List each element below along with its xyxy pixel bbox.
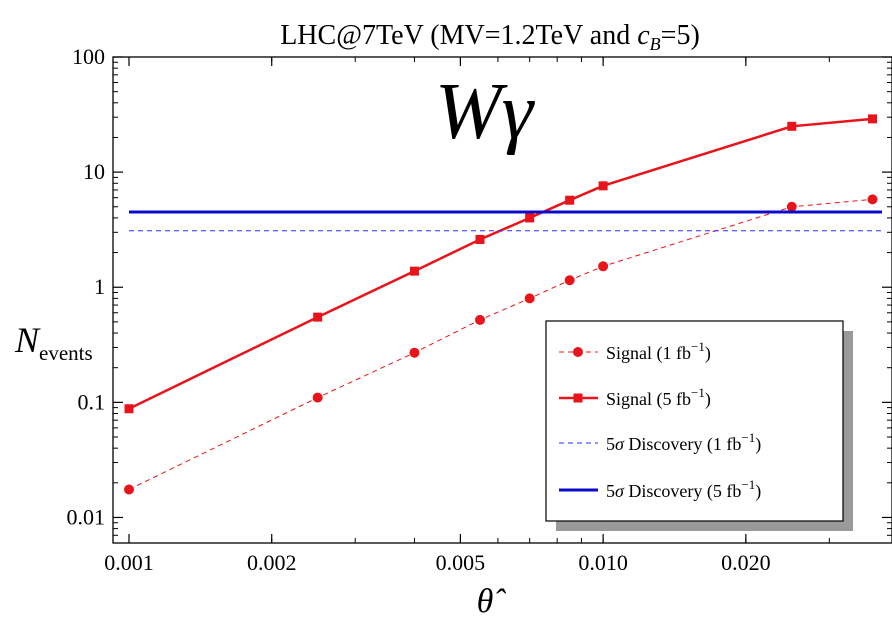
legend-marker	[573, 347, 583, 357]
y-tick-label: 100	[72, 44, 105, 69]
series-1	[124, 114, 878, 414]
data-point	[409, 347, 420, 358]
legend-marker	[573, 393, 583, 403]
series-layer	[124, 114, 882, 495]
data-point	[598, 261, 609, 272]
data-point	[409, 266, 419, 276]
series-0	[124, 194, 878, 495]
legend-label: Signal (5 fb−1)	[606, 385, 711, 410]
x-tick-label: 0.010	[578, 550, 628, 575]
data-point	[475, 314, 486, 325]
legend-label: 5σ Discovery (5 fb−1)	[606, 477, 761, 502]
data-point	[525, 213, 535, 223]
data-point	[565, 195, 575, 205]
legend-item: 5σ Discovery (1 fb−1)	[559, 430, 761, 455]
process-annotation: Wγ	[435, 68, 536, 156]
data-point	[787, 121, 797, 131]
data-point	[475, 234, 485, 244]
data-point	[786, 201, 797, 212]
plot-frame	[112, 56, 892, 544]
legend: Signal (1 fb−1) Signal (5 fb−1) 5σ Discove…	[545, 320, 853, 531]
legend-item: Signal (1 fb−1)	[559, 339, 711, 364]
data-point	[524, 293, 535, 304]
x-tick-label: 0.001	[104, 550, 154, 575]
x-tick-label: 0.005	[436, 550, 486, 575]
y-tick-label: 10	[83, 159, 105, 184]
y-tick-label: 1	[94, 274, 105, 299]
x-tick-label: 0.002	[247, 550, 297, 575]
chart-title: LHC@7TeV (MV=1.2TeV and cB=5)	[280, 20, 700, 54]
y-tick-label: 0.1	[78, 389, 106, 414]
legend-box	[545, 320, 844, 522]
data-point	[312, 392, 323, 403]
legend-item: Signal (5 fb−1)	[559, 385, 711, 410]
data-point	[867, 194, 878, 205]
data-point	[124, 484, 134, 495]
data-point	[124, 404, 134, 414]
legend-label: Signal (1 fb−1)	[606, 339, 711, 364]
y-axis-label: Nevents	[14, 320, 93, 365]
axis-ticks: 0.001 0.002 0.005 0.010 0.020 0.01 0.1 1 10 100	[67, 44, 892, 575]
data-point	[598, 181, 608, 191]
data-point	[313, 312, 323, 322]
data-point	[868, 114, 878, 124]
legend-item: 5σ Discovery (5 fb−1)	[559, 477, 761, 502]
legend-label: 5σ Discovery (1 fb−1)	[606, 430, 761, 455]
x-tick-label: 0.020	[721, 550, 771, 575]
data-point	[564, 275, 575, 286]
x-axis-label: θ̂	[477, 583, 507, 620]
y-tick-label: 0.01	[67, 504, 106, 529]
